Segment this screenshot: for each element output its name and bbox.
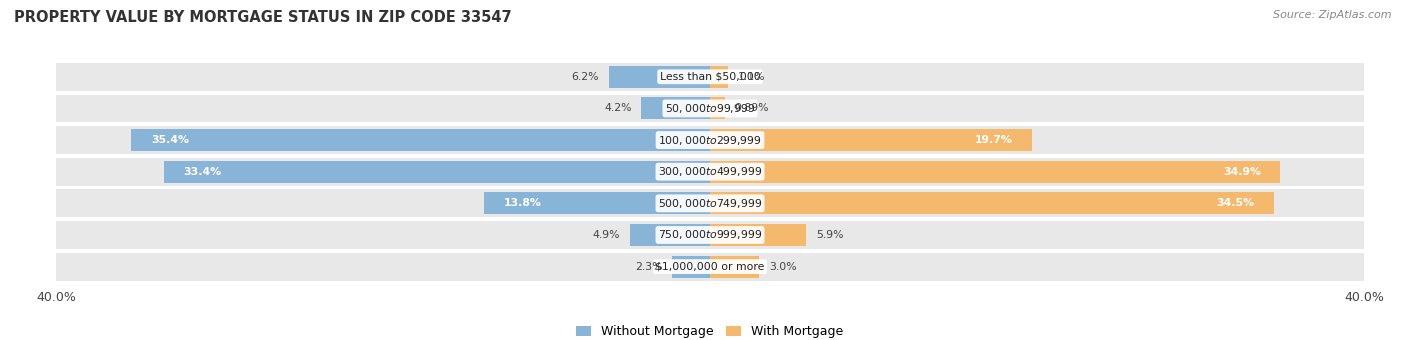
Bar — [710, 224, 807, 246]
Legend: Without Mortgage, With Mortgage: Without Mortgage, With Mortgage — [571, 320, 849, 340]
Text: $300,000 to $499,999: $300,000 to $499,999 — [658, 165, 762, 178]
Text: 6.2%: 6.2% — [571, 72, 599, 82]
Bar — [609, 66, 710, 88]
Bar — [56, 126, 1364, 154]
Bar — [710, 66, 728, 88]
Text: 19.7%: 19.7% — [974, 135, 1012, 145]
Text: 34.5%: 34.5% — [1216, 198, 1254, 208]
Text: 33.4%: 33.4% — [184, 167, 222, 177]
Text: 5.9%: 5.9% — [817, 230, 844, 240]
Bar — [56, 63, 1364, 91]
Bar — [710, 97, 724, 119]
Text: 3.0%: 3.0% — [769, 261, 796, 272]
Text: Source: ZipAtlas.com: Source: ZipAtlas.com — [1274, 10, 1392, 20]
Text: 34.9%: 34.9% — [1223, 167, 1261, 177]
Text: $1,000,000 or more: $1,000,000 or more — [655, 261, 765, 272]
Text: Less than $50,000: Less than $50,000 — [659, 72, 761, 82]
Text: $500,000 to $749,999: $500,000 to $749,999 — [658, 197, 762, 210]
Bar — [56, 221, 1364, 249]
Bar — [165, 160, 710, 183]
Text: 2.3%: 2.3% — [636, 261, 662, 272]
Text: 0.89%: 0.89% — [734, 103, 769, 114]
Text: 1.1%: 1.1% — [738, 72, 765, 82]
Bar — [56, 158, 1364, 186]
Text: PROPERTY VALUE BY MORTGAGE STATUS IN ZIP CODE 33547: PROPERTY VALUE BY MORTGAGE STATUS IN ZIP… — [14, 10, 512, 25]
Bar — [710, 256, 759, 278]
Bar — [131, 129, 710, 151]
Text: $100,000 to $299,999: $100,000 to $299,999 — [658, 134, 762, 147]
Bar — [641, 97, 710, 119]
Bar — [710, 160, 1281, 183]
Bar — [56, 95, 1364, 122]
Text: 35.4%: 35.4% — [150, 135, 188, 145]
Text: 13.8%: 13.8% — [505, 198, 541, 208]
Bar — [710, 129, 1032, 151]
Text: 4.2%: 4.2% — [605, 103, 631, 114]
Bar — [710, 192, 1274, 215]
Text: 4.9%: 4.9% — [593, 230, 620, 240]
Bar — [485, 192, 710, 215]
Bar — [56, 253, 1364, 280]
Bar — [672, 256, 710, 278]
Bar — [56, 189, 1364, 217]
Text: $750,000 to $999,999: $750,000 to $999,999 — [658, 228, 762, 241]
Text: $50,000 to $99,999: $50,000 to $99,999 — [665, 102, 755, 115]
Bar — [630, 224, 710, 246]
